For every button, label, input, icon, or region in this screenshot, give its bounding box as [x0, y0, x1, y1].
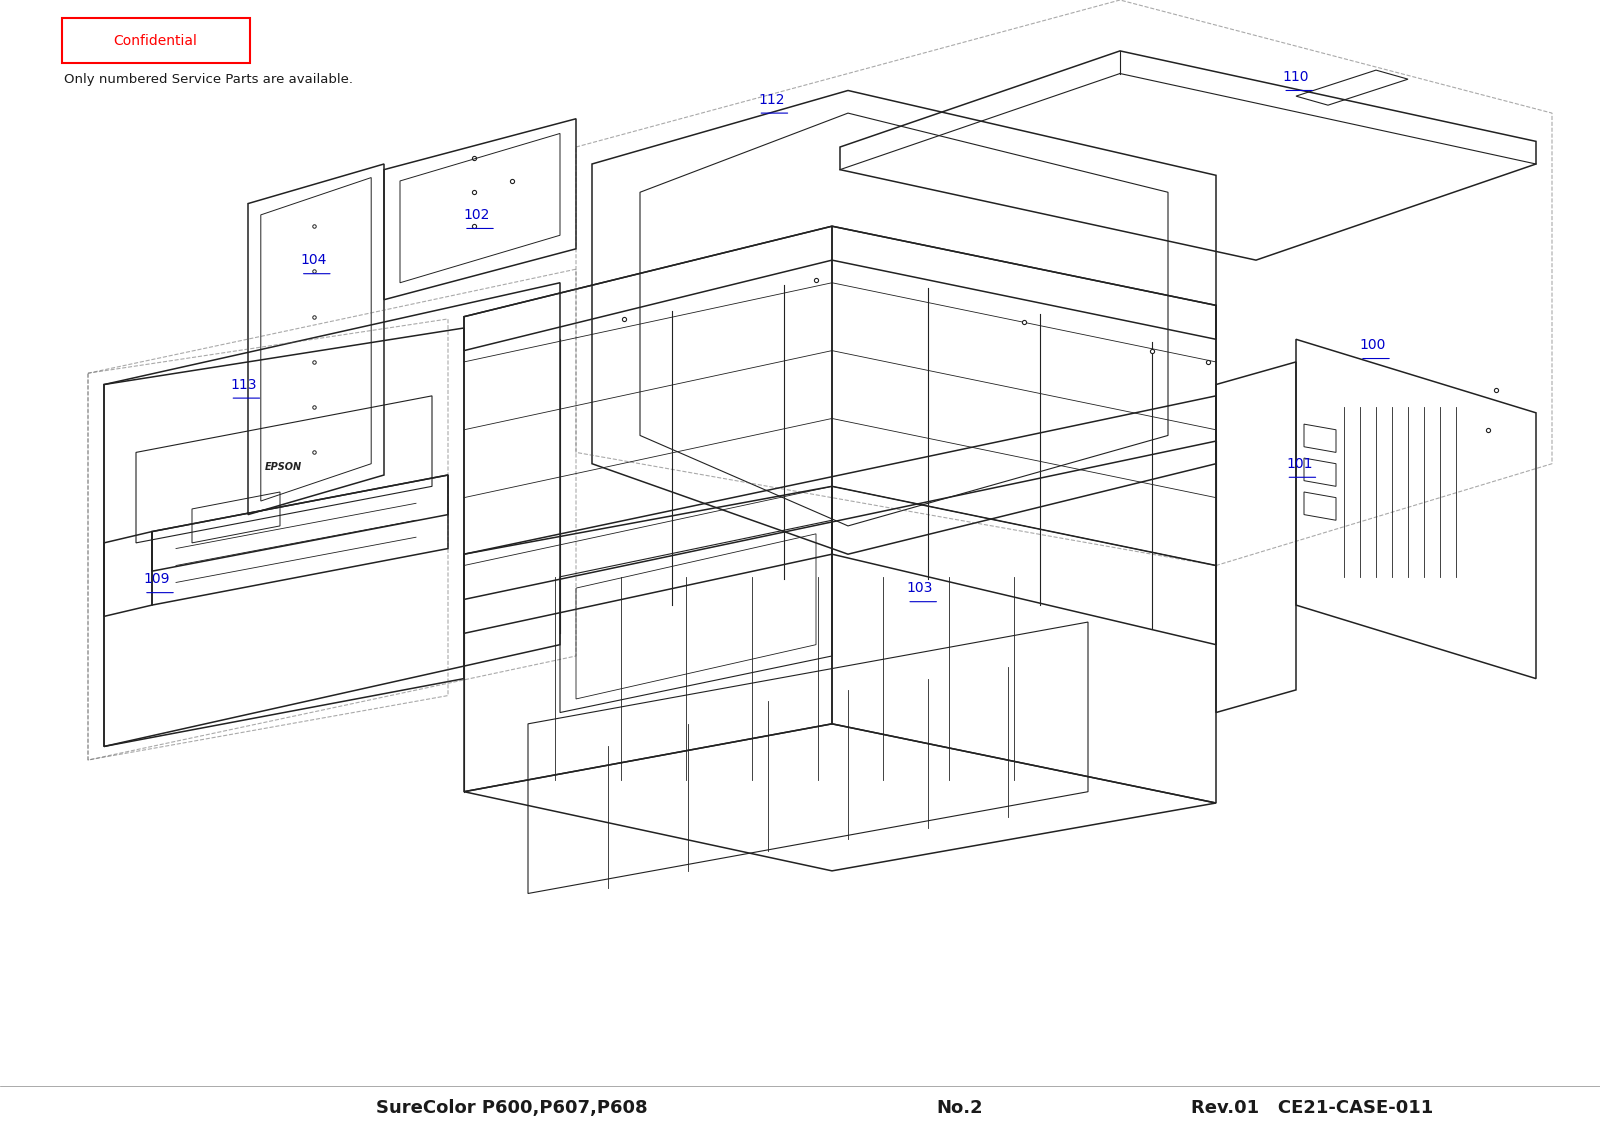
Text: Only numbered Service Parts are available.: Only numbered Service Parts are availabl…	[64, 72, 354, 86]
Text: EPSON: EPSON	[264, 463, 302, 472]
Text: 112: 112	[758, 93, 784, 106]
Text: 113: 113	[230, 378, 256, 391]
FancyBboxPatch shape	[62, 18, 250, 63]
Text: 110: 110	[1283, 70, 1309, 84]
Text: No.2: No.2	[936, 1099, 984, 1117]
Text: SureColor P600,P607,P608: SureColor P600,P607,P608	[376, 1099, 648, 1117]
Text: 102: 102	[464, 208, 490, 222]
Text: Confidential: Confidential	[114, 34, 197, 48]
Text: Rev.01   CE21-CASE-011: Rev.01 CE21-CASE-011	[1190, 1099, 1434, 1117]
Text: 100: 100	[1360, 338, 1386, 352]
Text: 103: 103	[907, 581, 933, 595]
Text: 104: 104	[301, 253, 326, 267]
Text: 109: 109	[144, 572, 170, 586]
Text: 101: 101	[1286, 457, 1312, 470]
